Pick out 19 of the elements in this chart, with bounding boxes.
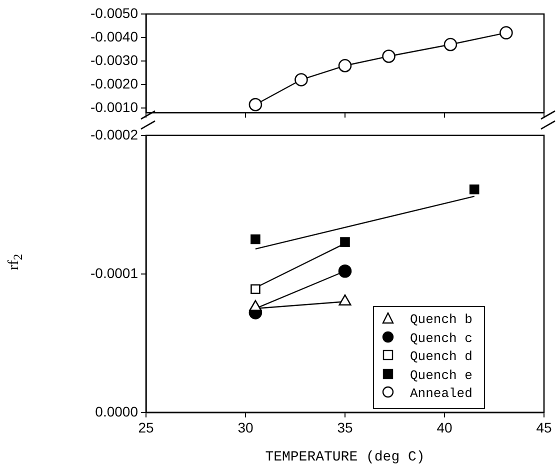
y-tick-label: -0.0002 [90, 126, 138, 142]
y-tick-label: -0.0020 [90, 75, 138, 92]
x-tick-label: 45 [536, 420, 552, 436]
legend-label: Quench e [410, 368, 472, 382]
legend-label: Quench c [410, 330, 472, 346]
x-tick-label: 25 [138, 420, 154, 436]
x-axis-title: TEMPERATURE (deg C) [265, 449, 425, 466]
text: Annealed [410, 386, 472, 401]
y-tick-label: 0.0000 [95, 403, 138, 420]
y-tick-label: -0.0050 [90, 4, 138, 21]
y-tick-label: -0.0010 [90, 98, 138, 115]
x-tick-label: 30 [238, 420, 254, 436]
y-tick-label: -0.0030 [90, 52, 138, 68]
y-tick-label: -0.0001 [90, 264, 138, 281]
legend-label: Quench d [410, 349, 472, 364]
legend-label: Quench b [410, 312, 472, 327]
x-tick-label: 35 [337, 420, 353, 436]
y-tick-label: -0.0040 [90, 28, 138, 44]
x-tick-label: 40 [436, 420, 452, 436]
